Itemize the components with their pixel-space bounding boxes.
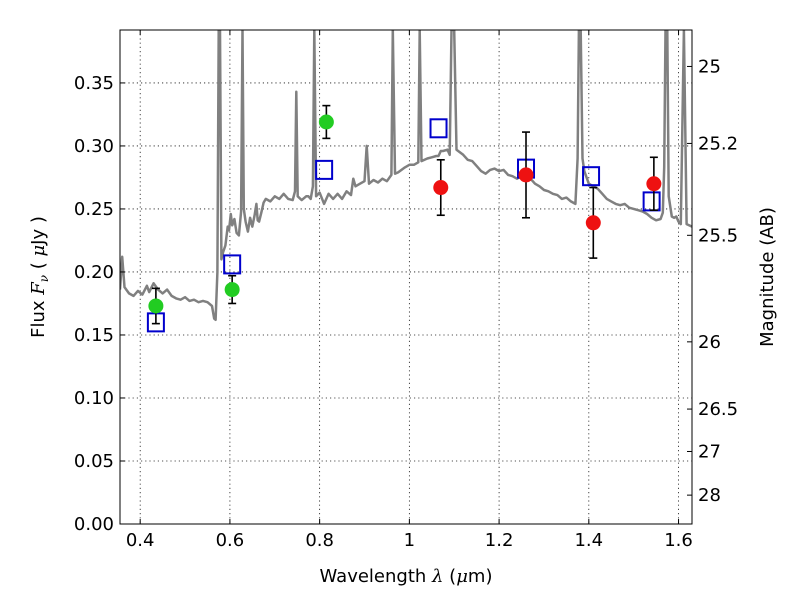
y-tick-label: 0.35 (74, 73, 114, 94)
y-tick-label: 0.15 (74, 325, 114, 346)
y-tick-label: 0.05 (74, 451, 114, 472)
nir-flux-point (646, 176, 662, 192)
optical-flux-point (148, 298, 164, 314)
model-band-square (582, 166, 601, 187)
y-tick-label: 0.30 (74, 136, 114, 157)
y-tick-label: 0.10 (74, 388, 114, 409)
y-tick-label: 0.20 (74, 262, 114, 283)
model-band-square (315, 159, 334, 180)
x-tick-label: 1.4 (574, 530, 603, 551)
y2-tick-label: 27 (698, 441, 721, 462)
y2-tick-label: 26 (698, 332, 721, 353)
model-spectrum (120, 30, 692, 322)
observed-flux-markers (148, 114, 662, 314)
optical-flux-point (318, 114, 334, 130)
model-band-square (642, 191, 661, 212)
nir-flux-point (518, 167, 534, 183)
y-tick-label: 0.00 (74, 514, 114, 535)
plot-frame (119, 29, 693, 525)
x-tick-label: 0.4 (126, 530, 155, 551)
y2-tick-label: 28 (698, 485, 721, 506)
x-axis-label: Wavelength λ (μm) (320, 566, 493, 587)
model-band-square (223, 254, 242, 275)
x-tick-label: 1.6 (664, 530, 693, 551)
y-axis-label: Flux Fν ( μJy ) (28, 216, 51, 338)
y2-tick-label: 25 (698, 56, 721, 77)
right-axis-label: Magnitude (AB) (757, 207, 778, 347)
model-band-square (429, 118, 448, 139)
x-tick-label: 1 (404, 530, 415, 551)
x-tick-label: 0.8 (305, 530, 334, 551)
y2-tick-label: 25.2 (698, 133, 738, 154)
optical-flux-point (224, 282, 240, 298)
nir-flux-point (585, 215, 601, 231)
y2-tick-label: 26.5 (698, 399, 738, 420)
grid (120, 30, 692, 525)
y-tick-label: 0.25 (74, 199, 114, 220)
x-tick-label: 1.2 (485, 530, 514, 551)
axis-ticks: 0.4 0.6 0.8 1 1.2 1.4 1.6 0.00 0.05 0.10 0.15 0.20 0… (74, 30, 738, 551)
spectrum-line (120, 30, 692, 322)
y2-tick-label: 25.5 (698, 225, 738, 246)
x-tick-label: 0.6 (216, 530, 245, 551)
nir-flux-point (433, 180, 449, 196)
